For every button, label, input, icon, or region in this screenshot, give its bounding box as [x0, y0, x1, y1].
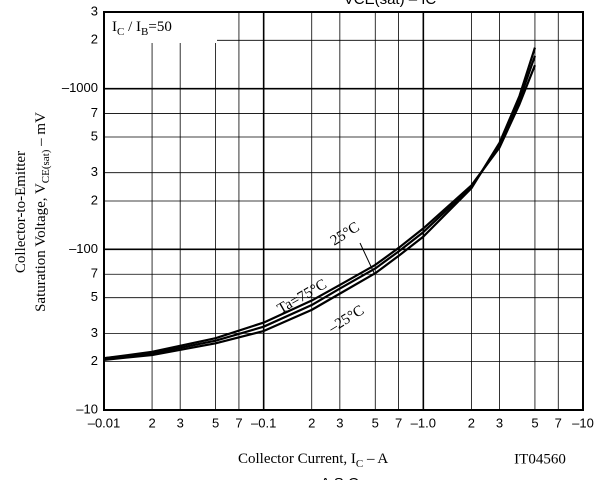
- chart-title: VCE(sat) – IC: [344, 0, 437, 8]
- y-axis-label-part: – mV: [33, 112, 49, 150]
- plot-frame: [103, 11, 584, 411]
- x-tick-label: –10: [572, 415, 594, 430]
- x-tick-label: 7: [235, 415, 242, 430]
- y-tick-label: –10: [76, 401, 98, 416]
- x-tick-label: –0.01: [88, 415, 121, 430]
- y-axis-label: Collector-to-Emitter Saturation Voltage, …: [13, 112, 51, 312]
- x-tick-label: 3: [496, 415, 503, 430]
- y-tick-label: –100: [69, 241, 98, 256]
- x-tick-label: 2: [308, 415, 315, 430]
- y-tick-label: 3: [91, 164, 98, 179]
- condition: IC / IB=50: [112, 19, 172, 37]
- plot-background: [104, 12, 583, 410]
- y-tick-label: 3: [91, 325, 98, 340]
- x-tick-label: –0.1: [251, 415, 276, 430]
- y-axis-label-part: CE(sat): [40, 149, 52, 183]
- condition-part: / I: [124, 19, 141, 35]
- y-tick-label: 2: [91, 32, 98, 47]
- footer-title: A S O: [320, 475, 359, 480]
- y-tick-label: 7: [91, 105, 98, 120]
- condition-part: I: [112, 19, 117, 35]
- y-tick-label: 5: [91, 289, 98, 304]
- y-tick-label: 3: [91, 3, 98, 18]
- x-axis-label-part: C: [356, 458, 363, 470]
- y-tick-label: –1000: [62, 80, 98, 95]
- series-line: [103, 47, 536, 362]
- x-tick-label: 7: [555, 415, 562, 430]
- x-axis-label: Collector Current, IC – A: [238, 451, 388, 469]
- y-axis-label-part: Saturation Voltage, V: [33, 183, 49, 312]
- x-tick-label: 7: [395, 415, 402, 430]
- x-tick-label: 5: [212, 415, 219, 430]
- y-tick-label: 2: [91, 353, 98, 368]
- annotation-arrow: [359, 242, 376, 276]
- y-axis-label-part: Collector-to-Emitter: [13, 151, 29, 273]
- condition-part: C: [117, 26, 124, 38]
- x-axis-label-part: – A: [363, 451, 388, 467]
- x-tick-label: 2: [468, 415, 475, 430]
- y-tick-label: 2: [91, 192, 98, 207]
- x-tick-label: 5: [531, 415, 538, 430]
- x-tick-label: 2: [148, 415, 155, 430]
- code: IT04560: [514, 451, 566, 467]
- x-tick-label: –1.0: [411, 415, 436, 430]
- series-line: [103, 55, 536, 360]
- condition-part: B: [141, 26, 148, 38]
- y-tick-label: 7: [91, 266, 98, 281]
- y-tick-label: 5: [91, 128, 98, 143]
- condition-part: =50: [148, 19, 171, 35]
- x-tick-label: 5: [372, 415, 379, 430]
- x-axis-label-part: Collector Current, I: [238, 451, 356, 467]
- x-tick-label: 3: [336, 415, 343, 430]
- condition-box: [105, 13, 217, 43]
- x-tick-label: 3: [177, 415, 184, 430]
